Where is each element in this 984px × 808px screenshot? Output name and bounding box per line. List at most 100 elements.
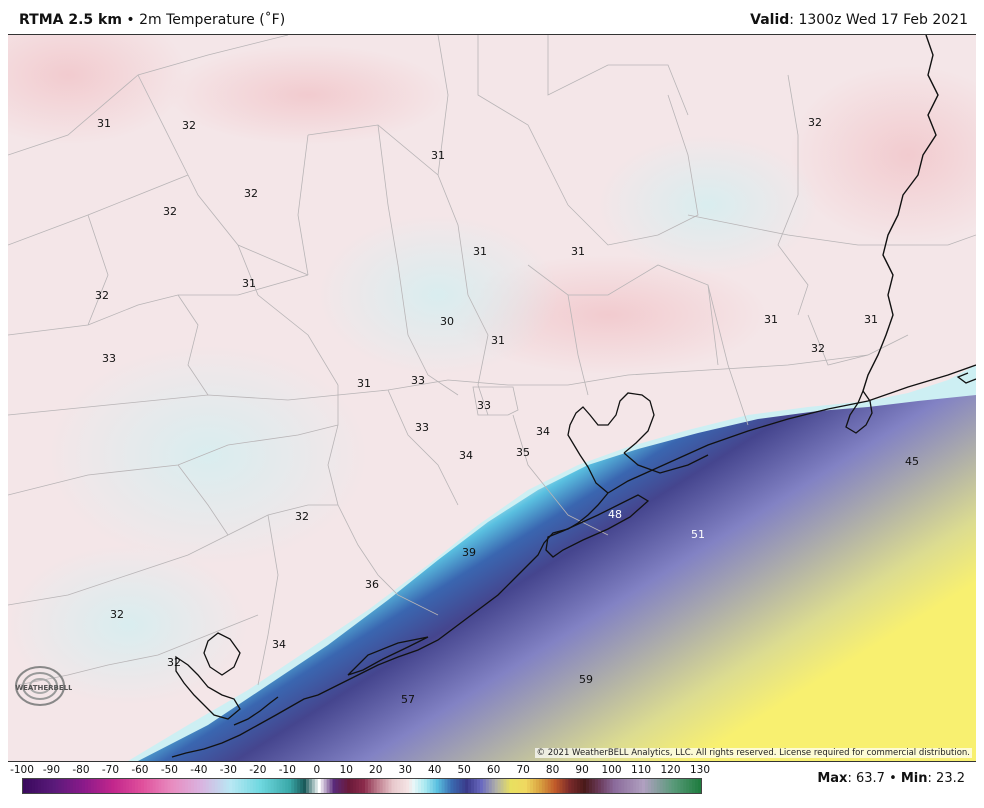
- colorbar-swatch: [282, 779, 286, 793]
- temperature-label: 32: [295, 510, 309, 523]
- colorbar-swatch: [435, 779, 440, 793]
- colorbar-swatch: [426, 779, 431, 793]
- colorbar-swatch: [468, 779, 472, 793]
- logo-wordmark: WEATHERBELL: [15, 684, 72, 692]
- colorbar-swatch: [208, 779, 213, 793]
- temperature-label: 32: [163, 205, 177, 218]
- colorbar-swatch: [79, 779, 83, 793]
- colorbar-swatch: [311, 779, 316, 793]
- colorbar-swatch: [102, 779, 106, 793]
- colorbar-swatch: [320, 779, 325, 793]
- colorbar-swatch: [370, 779, 375, 793]
- colorbar-swatch: [37, 779, 42, 793]
- colorbar-swatch: [686, 779, 690, 793]
- valid-time: Valid: 1300z Wed 17 Feb 2021: [750, 12, 968, 28]
- colorbar-swatch: [580, 779, 584, 793]
- colorbar-swatch: [164, 779, 168, 793]
- colorbar-swatch: [244, 779, 248, 793]
- colorbar-swatch: [627, 779, 631, 793]
- colorbar-swatch: [158, 779, 162, 793]
- colorbar-swatch: [176, 779, 180, 793]
- colorbar-swatch: [385, 779, 389, 793]
- temperature-label: 32: [182, 119, 196, 132]
- colorbar-swatch: [294, 779, 298, 793]
- colorbar-swatch: [285, 779, 289, 793]
- colorbar-swatch: [173, 779, 177, 793]
- colorbar-swatch: [199, 779, 204, 793]
- temperature-label: 59: [579, 673, 593, 686]
- colorbar-swatch: [559, 779, 563, 793]
- colorbar-swatch: [485, 779, 490, 793]
- colorbar-swatch: [397, 779, 401, 793]
- colorbar-swatch: [362, 779, 366, 793]
- colorbar-swatch: [476, 779, 481, 793]
- colorbar-tick-label: 10: [339, 764, 353, 776]
- temperature-label: 45: [905, 455, 919, 468]
- colorbar-swatch: [491, 779, 496, 793]
- colorbar-swatch: [618, 779, 622, 793]
- colorbar-swatch: [406, 779, 410, 793]
- colorbar-tick-label: -100: [10, 764, 34, 776]
- weatherbell-logo: WEATHERBELL: [15, 666, 72, 706]
- colorbar-tick-label: 30: [398, 764, 412, 776]
- colorbar-swatch: [571, 779, 575, 793]
- colorbar-swatch: [273, 779, 277, 793]
- temperature-label: 36: [365, 578, 379, 591]
- colorbar-swatch: [459, 779, 463, 793]
- colorbar-swatch: [367, 779, 372, 793]
- copyright-notice: © 2021 WeatherBELL Analytics, LLC. All r…: [534, 748, 972, 758]
- temperature-label: 31: [864, 313, 878, 326]
- colorbar-swatch: [23, 779, 27, 793]
- colorbar-swatch: [674, 779, 678, 793]
- colorbar-swatch: [326, 779, 330, 793]
- temperature-label: 34: [272, 638, 286, 651]
- cold-patch: [168, 45, 448, 145]
- colorbar-swatch: [479, 779, 484, 793]
- colorbar-swatch: [450, 779, 454, 793]
- colorbar-swatch: [288, 779, 292, 793]
- colorbar-swatch: [400, 779, 404, 793]
- colorbar-swatch: [152, 779, 157, 793]
- temperature-label: 30: [440, 315, 454, 328]
- colorbar-swatch: [55, 779, 59, 793]
- colorbar-swatch: [597, 779, 602, 793]
- colorbar-swatch: [394, 779, 398, 793]
- near-freezing-patch: [48, 345, 368, 565]
- colorbar-swatch: [615, 779, 619, 793]
- colorbar-swatch: [25, 779, 30, 793]
- colorbar-swatch: [341, 779, 345, 793]
- colorbar-swatch: [350, 779, 354, 793]
- model-name: RTMA 2.5 km: [19, 12, 122, 28]
- colorbar-swatch: [120, 779, 124, 793]
- colorbar-swatch: [108, 779, 112, 793]
- colorbar-swatch: [388, 779, 392, 793]
- colorbar-swatch: [639, 779, 643, 793]
- colorbar-swatch: [482, 779, 487, 793]
- temperature-map: 31 32 31 32 32 32 31 31 32 31 30 31 31 32 33 31 31 33 33 34…: [8, 35, 976, 761]
- colorbar-tick-label: -30: [219, 764, 237, 776]
- temperature-label: 57: [401, 693, 415, 706]
- colorbar-swatch: [276, 779, 280, 793]
- max-label: Max: [817, 771, 848, 786]
- colorbar-swatch: [31, 779, 36, 793]
- colorbar-swatch: [146, 779, 151, 793]
- colorbar-swatch: [680, 779, 684, 793]
- colorbar-swatch: [261, 779, 266, 793]
- colorbar-swatch: [591, 779, 596, 793]
- stats-bullet: •: [889, 771, 897, 786]
- colorbar-tick-label: 20: [369, 764, 383, 776]
- title-bullet: •: [126, 12, 135, 28]
- colorbar-swatch: [456, 779, 460, 793]
- map-panel: 31 32 31 32 32 32 31 31 32 31 30 31 31 32 33 31 31 33 33 34…: [8, 34, 976, 762]
- colorbar-swatch: [96, 779, 101, 793]
- colorbar-tick-label: 80: [545, 764, 560, 776]
- colorbar-swatch: [329, 779, 333, 793]
- colorbar-swatch: [46, 779, 50, 793]
- colorbar-tick-label: 40: [428, 764, 442, 776]
- colorbar-swatch: [521, 779, 525, 793]
- colorbar-swatch: [621, 779, 625, 793]
- colorbar-tick-label: 90: [575, 764, 589, 776]
- colorbar-swatch: [438, 779, 442, 793]
- colorbar-swatch: [382, 779, 386, 793]
- colorbar-swatch: [695, 779, 699, 793]
